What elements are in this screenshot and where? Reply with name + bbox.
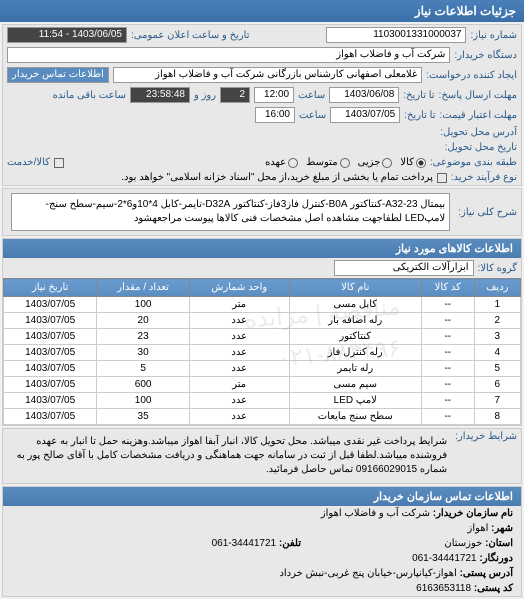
- requester-field: غلامعلی اصفهانی کارشناس بازرگانی شرکت آب…: [113, 67, 422, 83]
- goods-table: ردیفکد کالانام کالاواحد شمارشتعداد / مقد…: [3, 278, 521, 425]
- radio-3[interactable]: [340, 158, 350, 168]
- table-row: 1--کابل مسیمتر1001403/07/05: [4, 297, 521, 313]
- date-field: 1403/06/05 - 11:54: [7, 27, 127, 43]
- desc-label: شرح کلی نیاز:: [458, 207, 517, 218]
- delivery-date-label: تاریخ محل تحویل:: [445, 142, 517, 153]
- table-row: 2--رله اضافه بارعدد201403/07/05: [4, 313, 521, 329]
- price-date: 1403/07/05: [330, 107, 400, 123]
- number-label: شماره نیاز:: [470, 30, 517, 41]
- table-row: 5--رله تایمرعدد51403/07/05: [4, 361, 521, 377]
- table-row: 3--کنتاکتورعدد231403/07/05: [4, 329, 521, 345]
- goods-section: اطلاعات کالاهای مورد نیاز گروه کالا: ابز…: [2, 238, 522, 426]
- requester-label: ایجاد کننده درخواست:: [426, 70, 517, 81]
- radio-2[interactable]: [382, 158, 392, 168]
- desc-text: بیمتال A32-23-کنتاکتور B0A-کنترل فاز3فاز…: [11, 193, 450, 231]
- goods-title: اطلاعات کالاهای مورد نیاز: [3, 239, 521, 258]
- price-time: 16:00: [255, 107, 295, 123]
- table-header: تعداد / مقدار: [97, 279, 190, 297]
- radio-4[interactable]: [288, 158, 298, 168]
- budget-label: طبقه بندی موضوعی:: [430, 157, 517, 168]
- contact-title: اطلاعات تماس سازمان خریدار: [3, 487, 521, 506]
- table-header: نام کالا: [289, 279, 421, 297]
- conditions-label: شرایط خریدار:: [455, 431, 517, 442]
- header-title: جزئیات اطلاعات نیاز: [415, 4, 516, 18]
- table-header: ردیف: [474, 279, 520, 297]
- payment-check[interactable]: [437, 173, 447, 183]
- buyer-field: شرکت آب و فاضلاب اهواز: [7, 47, 450, 63]
- checkbox[interactable]: [54, 158, 64, 168]
- conditions-text: شرایط پرداخت غیر نقدی میباشد. محل تحویل …: [7, 431, 451, 481]
- table-row: 4--رله کنترل فازعدد301403/07/05: [4, 345, 521, 361]
- table-header: واحد شمارش: [189, 279, 289, 297]
- table-row: 6--سیم مسیمتر6001403/07/05: [4, 377, 521, 393]
- deadline-time: 12:00: [254, 87, 294, 103]
- budget-radios: کالا جزیی متوسط عهده: [265, 157, 426, 168]
- info-section: شماره نیاز: 1103001331000037 تاریخ و ساع…: [2, 24, 522, 186]
- table-row: 7--لامپ LEDعدد1001403/07/05: [4, 393, 521, 409]
- days-field: 2: [220, 87, 250, 103]
- conditions-section: شرایط خریدار: شرایط پرداخت غیر نقدی میبا…: [2, 428, 522, 484]
- group-label: گروه کالا:: [478, 263, 517, 274]
- date-label: تاریخ و ساعت اعلان عمومی:: [131, 30, 250, 41]
- group-field: ابزارآلات الکتریکی: [334, 260, 474, 276]
- radio-1[interactable]: [416, 158, 426, 168]
- table-row: 8--سطح سنج مایعاتعدد351403/07/05: [4, 409, 521, 425]
- remaining-field: 23:58:48: [130, 87, 190, 103]
- desc-section: شرح کلی نیاز: بیمتال A32-23-کنتاکتور B0A…: [2, 188, 522, 236]
- contact-section: اطلاعات تماس سازمان خریدار نام سازمان خر…: [2, 486, 522, 597]
- delivery-addr-label: آدرس محل تحویل:: [440, 127, 517, 138]
- deadline-date: 1403/06/08: [329, 87, 399, 103]
- table-header: کد کالا: [421, 279, 474, 297]
- contact-button[interactable]: اطلاعات تماس خریدار: [7, 67, 109, 83]
- payment-label: نوع فرآیند خرید:: [451, 172, 517, 183]
- payment-text: پرداخت تمام یا بخشی از مبلغ خرید،از محل …: [121, 172, 433, 183]
- table-header: تاریخ نیاز: [4, 279, 97, 297]
- buyer-label: دستگاه خریدار:: [454, 50, 517, 61]
- deadline-label: مهلت ارسال پاسخ:: [439, 90, 517, 101]
- number-field: 1103001331000037: [326, 27, 466, 43]
- price-label: مهلت اعتبار قیمت:: [440, 110, 518, 121]
- page-header: جزئیات اطلاعات نیاز: [0, 0, 524, 22]
